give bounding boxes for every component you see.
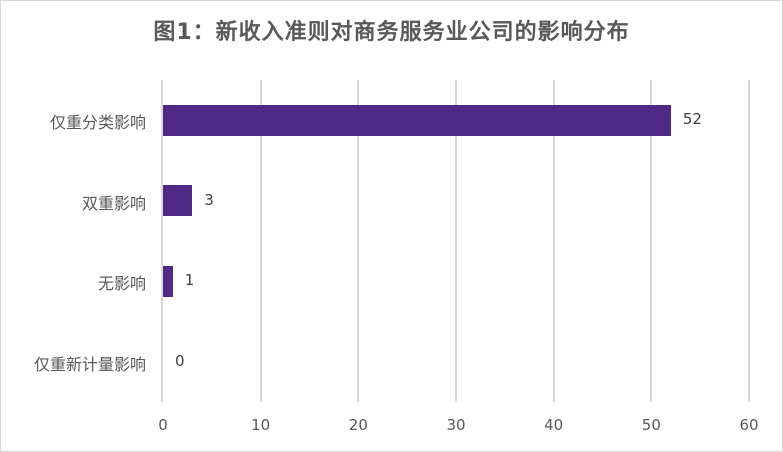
gridline	[259, 80, 262, 402]
bar	[163, 104, 671, 136]
data-label: 52	[682, 110, 702, 129]
x-tick-label: 30	[446, 416, 466, 434]
data-label: 3	[204, 190, 214, 209]
category-label: 仅重新计量影响	[33, 354, 146, 374]
chart-title: 图1：新收入准则对商务服务业公司的影响分布	[153, 20, 630, 45]
x-tick-label: 40	[544, 416, 564, 434]
category-label: 仅重分类影响	[49, 113, 146, 133]
bar	[163, 185, 193, 217]
data-label: 0	[175, 351, 185, 370]
gridline	[650, 80, 653, 402]
gridline	[748, 80, 750, 402]
gridline	[552, 80, 555, 402]
bar	[163, 265, 173, 297]
plot-area: 52 3 1 0	[161, 80, 750, 402]
x-tick-label: 60	[739, 416, 759, 434]
data-label: 1	[184, 271, 195, 290]
x-tick-label: 0	[158, 416, 168, 434]
gridline	[357, 80, 360, 402]
x-tick-label: 50	[641, 416, 661, 434]
category-label: 无影响	[97, 274, 146, 294]
x-tick-label: 20	[348, 416, 368, 434]
gridline	[455, 80, 457, 402]
category-axis-line	[161, 80, 163, 402]
x-tick-label: 10	[251, 416, 271, 434]
category-label: 双重影响	[81, 193, 146, 213]
